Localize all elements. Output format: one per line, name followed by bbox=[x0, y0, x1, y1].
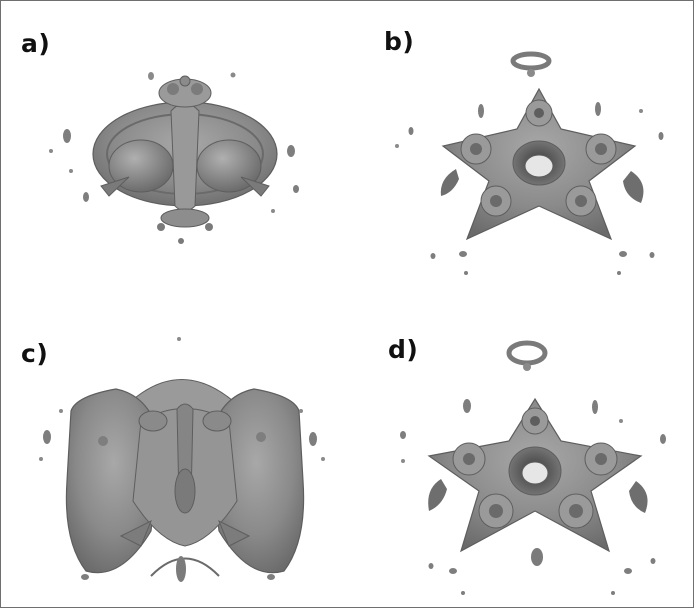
panel-c-label: c) bbox=[21, 339, 49, 368]
panel-c-molecule bbox=[39, 337, 325, 582]
panel-d-label: d) bbox=[388, 335, 419, 364]
panel-b-molecule bbox=[395, 51, 664, 275]
panel-d-molecule bbox=[400, 340, 666, 595]
panel-a-molecule bbox=[49, 72, 299, 244]
panel-b-label: b) bbox=[384, 27, 415, 56]
panel-a-label: a) bbox=[21, 29, 51, 58]
